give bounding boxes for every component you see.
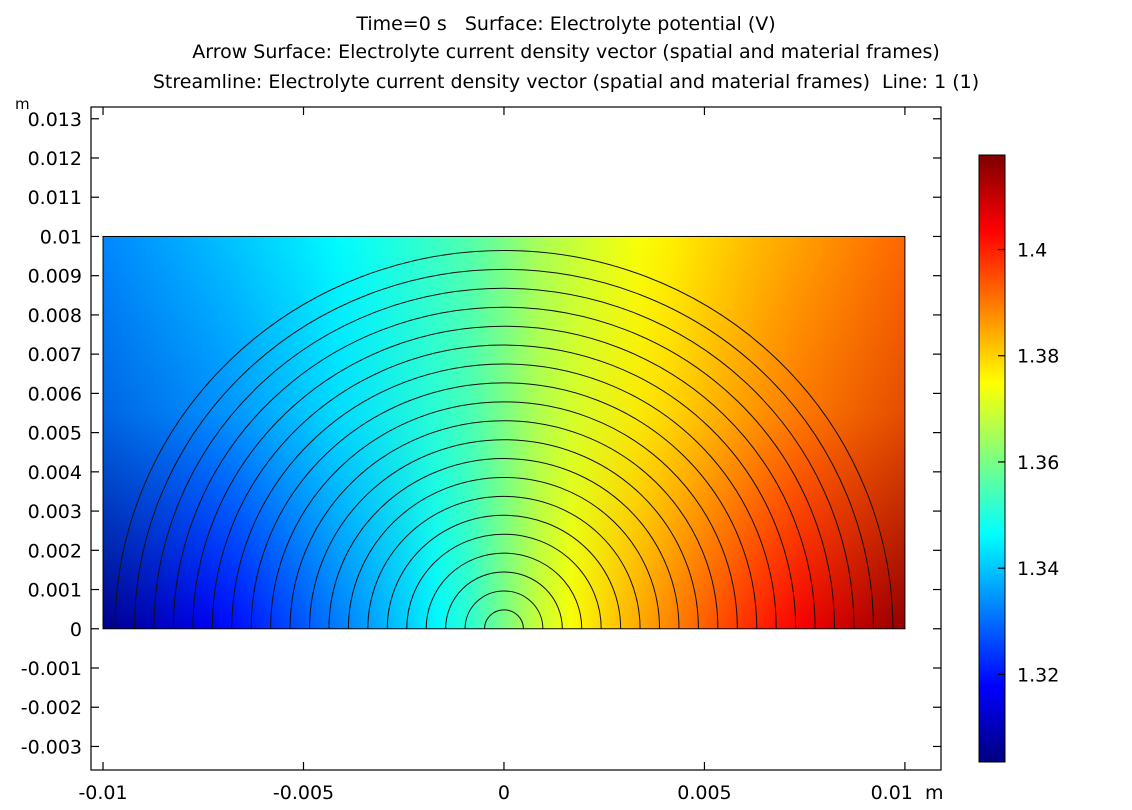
streamline [172, 306, 836, 629]
axes-frame [90, 106, 942, 771]
y-tick-label: -0.001 [21, 658, 82, 680]
colorbar-tick-label: 1.38 [1017, 346, 1059, 368]
colorbar-tick-label: 1.34 [1017, 558, 1059, 580]
y-tick-label: 0.011 [28, 187, 82, 209]
streamline [114, 250, 894, 629]
y-tick-label: 0.01 [40, 226, 82, 248]
streamline [367, 495, 641, 629]
y-tick-label: 0.001 [28, 580, 82, 602]
y-tick-label: 0.009 [28, 266, 82, 288]
y-tick-label: 0.003 [28, 501, 82, 523]
colorbar-tick-label: 1.4 [1017, 240, 1047, 262]
y-tick-label: 0.007 [28, 344, 82, 366]
streamline [231, 363, 777, 629]
surface-plot [102, 235, 906, 630]
streamline [347, 476, 661, 629]
y-tick-label: 0.013 [28, 109, 82, 131]
y-tick-label: 0 [70, 619, 82, 641]
streamline [192, 326, 816, 629]
plot-title-line-2: Arrow Surface: Electrolyte current densi… [192, 41, 940, 63]
streamline [484, 609, 524, 629]
colorbar-tick-label: 1.32 [1017, 664, 1059, 686]
y-axis-unit: m [15, 95, 30, 113]
streamline [386, 514, 622, 629]
y-tick-label: -0.002 [21, 697, 82, 719]
colorbar: 1.4 1.38 1.36 1.34 1.32 [978, 154, 1059, 763]
x-tick-label: 0.01 [871, 782, 913, 804]
x-tick-label: 0.005 [677, 782, 731, 804]
y-tick-label: 0.006 [28, 383, 82, 405]
streamline [133, 268, 874, 629]
y-tick-label: 0.008 [28, 305, 82, 327]
streamline [289, 420, 719, 629]
y-tick-label: -0.003 [21, 736, 82, 758]
x-tick-label: -0.01 [78, 782, 127, 804]
streamline [445, 571, 563, 629]
y-tick-label: 0.005 [28, 423, 82, 445]
y-tick-label: 0.002 [28, 540, 82, 562]
streamline [270, 401, 738, 629]
streamline [425, 552, 583, 629]
colorbar-tick-label: 1.36 [1017, 452, 1059, 474]
plot-title-line-3: Streamline: Electrolyte current density … [152, 71, 980, 93]
y-tick-label: 0.012 [28, 148, 82, 170]
x-tick-label: -0.005 [273, 782, 334, 804]
streamline [406, 533, 602, 629]
domain-boundary [102, 235, 906, 630]
streamline [309, 439, 699, 629]
plot-title-line-1: Time=0 s Surface: Electrolyte potential … [356, 13, 776, 35]
streamline [250, 382, 758, 629]
surface-top-layer [103, 236, 905, 629]
x-tick-label: 0 [498, 782, 510, 804]
streamline [153, 287, 855, 629]
axis-ticks: -0.01 -0.005 0 0.005 0.01 0.013 0.012 0.011 0.01… [21, 107, 941, 804]
streamline [328, 458, 680, 629]
streamline [464, 590, 544, 629]
x-axis-unit: m [925, 782, 944, 804]
y-tick-label: 0.004 [28, 462, 82, 484]
colorbar-scale [978, 154, 1006, 763]
